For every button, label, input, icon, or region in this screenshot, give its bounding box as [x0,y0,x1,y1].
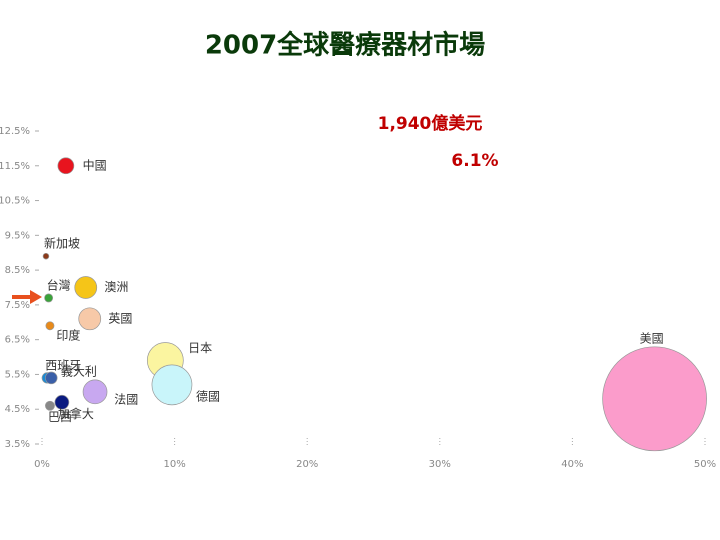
point-label: 美國 [640,331,664,345]
bubble [42,252,50,260]
y-tick-label: 11.5% [0,161,30,172]
point-label: 澳洲 [104,280,128,294]
point-label: 法國 [114,392,138,406]
y-tick-label: 4.5% [5,404,30,415]
y-tick-label: 5.5% [5,369,30,380]
y-tick-label: 10.5% [0,196,30,207]
y-tick-label: 9.5% [5,230,30,241]
bubble [74,276,98,299]
y-tick-label: 12.5% [0,126,30,137]
x-tick-label: 20% [296,459,318,470]
bubble [44,293,54,303]
point-label: 中國 [83,157,107,172]
point-label: 巴西 [48,410,72,424]
bubble [54,394,70,410]
x-tick-label: 40% [561,459,583,470]
bubble [78,307,102,331]
point-label: 義大利 [61,363,97,378]
annotation: 6.1% [451,151,498,171]
point-label: 新加坡 [44,236,80,251]
x-tick-label: 30% [429,459,451,470]
bubble [45,371,58,385]
annotation: 1,940億美元 [378,113,483,134]
x-tick-label: 50% [694,459,716,470]
point-label: 德國 [196,388,220,403]
point-label: 印度 [56,327,80,342]
y-tick-label: 7.5% [5,300,30,311]
arrow [12,290,42,304]
point-label: 台灣 [47,277,71,292]
bubble [151,364,193,406]
y-tick-label: 8.5% [5,265,30,276]
bubble [45,400,55,411]
x-tick-label: 0% [34,459,50,470]
point-label: 英國 [108,311,132,325]
point-label: 西班牙 [45,358,81,372]
x-tick-label: 10% [163,459,185,470]
chart-title: 2007全球醫療器材市場 [205,30,485,61]
y-tick-label: 6.5% [5,335,30,346]
bubble [45,321,55,331]
bubble [82,379,108,405]
y-tick-label: 3.5% [5,439,30,450]
point-label: 日本 [188,341,212,355]
point-label: 加拿大 [58,406,94,421]
bubble [57,157,75,175]
bubble [602,346,707,452]
